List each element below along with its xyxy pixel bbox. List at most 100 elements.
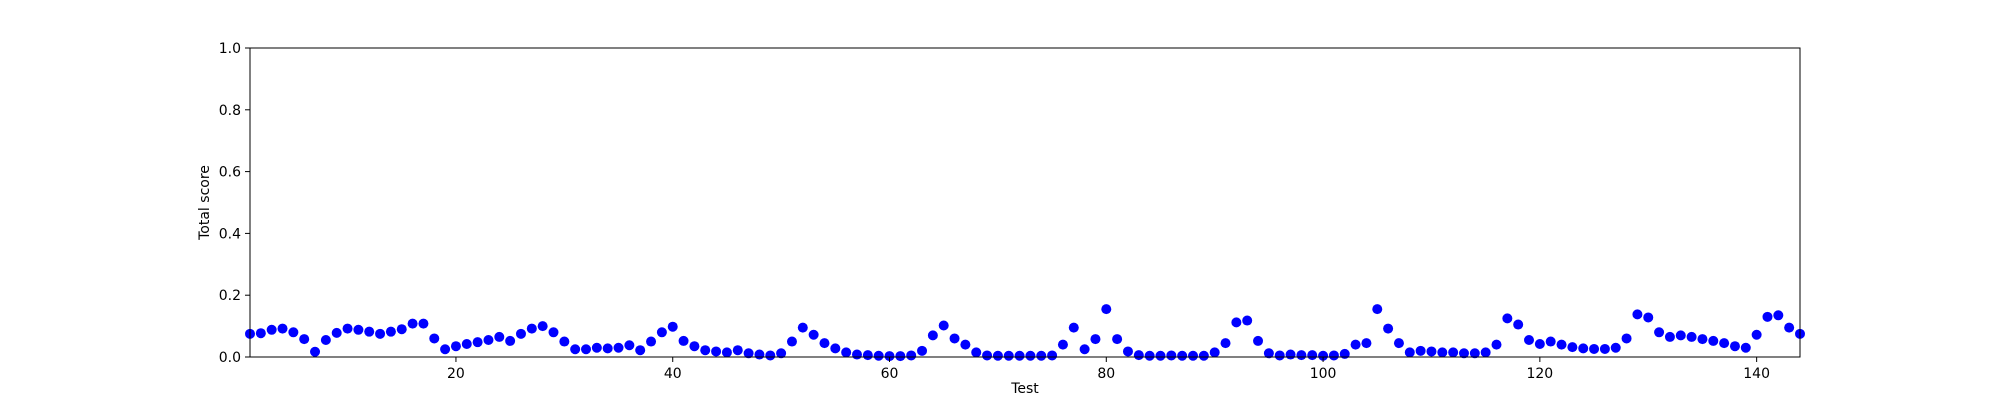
data-point [450,341,461,352]
data-point [1274,350,1285,361]
data-point [1437,347,1448,358]
data-point [1545,336,1556,347]
data-point [1155,350,1166,361]
data-point [971,347,982,358]
data-point [1350,339,1361,350]
data-point [299,334,310,345]
data-point [1599,343,1610,354]
data-point [505,335,516,346]
x-axis-ticks: 20 40 60 80 100 120 140 [447,357,1770,382]
x-tick-label: 100 [1310,366,1337,382]
data-point [1458,348,1469,359]
x-tick-label: 140 [1743,366,1770,382]
x-tick-label: 80 [1097,366,1115,382]
data-point [353,324,364,335]
data-point [656,327,667,338]
data-point [1014,350,1025,361]
data-point [765,350,776,361]
data-point [331,327,342,338]
data-point [1328,350,1339,361]
data-point [1632,309,1643,320]
data-point [700,345,711,356]
data-point [808,329,819,340]
data-point [1231,317,1242,328]
data-point [1664,331,1675,342]
data-point [895,351,906,362]
data-point [1122,346,1133,357]
data-point [635,345,646,356]
data-point [407,318,418,329]
data-point [1166,350,1177,361]
data-point [1556,339,1567,350]
data-point [559,336,570,347]
data-point [1513,319,1524,330]
data-point [917,345,928,356]
data-point [1773,310,1784,321]
data-point [1534,339,1545,350]
data-point [1621,333,1632,344]
data-point [1383,323,1394,334]
data-point [288,327,299,338]
data-point [277,323,288,334]
data-point [754,349,765,360]
data-point [982,350,993,361]
data-point [1740,342,1751,353]
data-point [548,327,559,338]
data-point [689,341,700,352]
data-point [1610,342,1621,353]
data-point [1307,350,1318,361]
data-point [1133,350,1144,361]
data-point [1372,304,1383,315]
data-point [364,326,375,337]
data-point [1502,313,1513,324]
y-tick-label: 0.8 [219,103,241,119]
data-point [1263,348,1274,359]
y-axis-ticks: 0.0 0.2 0.4 0.6 0.8 1.0 [219,41,250,366]
data-point [960,339,971,350]
data-point [1296,350,1307,361]
data-point [1025,350,1036,361]
x-tick-label: 120 [1526,366,1553,382]
y-tick-label: 0.2 [219,288,241,304]
data-point [884,351,895,362]
data-point [819,338,830,349]
data-point [797,322,808,333]
data-point [570,344,581,355]
data-point [1285,349,1296,360]
data-point [646,336,657,347]
data-point [1784,322,1795,333]
data-point [938,320,949,331]
data-point [515,328,526,339]
data-point [1697,334,1708,345]
data-point [1762,311,1773,322]
data-point [266,324,277,335]
data-point [1719,338,1730,349]
data-point [1112,334,1123,345]
data-point [1242,315,1253,326]
data-point [602,343,613,354]
data-point [1686,331,1697,342]
data-point [1491,339,1502,350]
data-point [440,344,451,355]
x-tick-label: 40 [664,366,682,382]
data-point [310,346,321,357]
data-point [841,347,852,358]
x-axis-label: Test [1010,381,1039,397]
data-point [1708,335,1719,346]
data-point [1339,348,1350,359]
data-point [873,350,884,361]
data-point [1253,335,1264,346]
data-point [1578,343,1589,354]
data-point [992,350,1003,361]
y-tick-label: 0.0 [219,350,241,366]
data-point [342,323,353,334]
data-point [743,348,754,359]
data-point [1469,348,1480,359]
data-point [1177,350,1188,361]
data-point [1198,350,1209,361]
data-point [786,336,797,347]
data-point [1448,347,1459,358]
data-point [1068,322,1079,333]
plot-frame [249,47,1801,358]
data-point [320,335,331,345]
